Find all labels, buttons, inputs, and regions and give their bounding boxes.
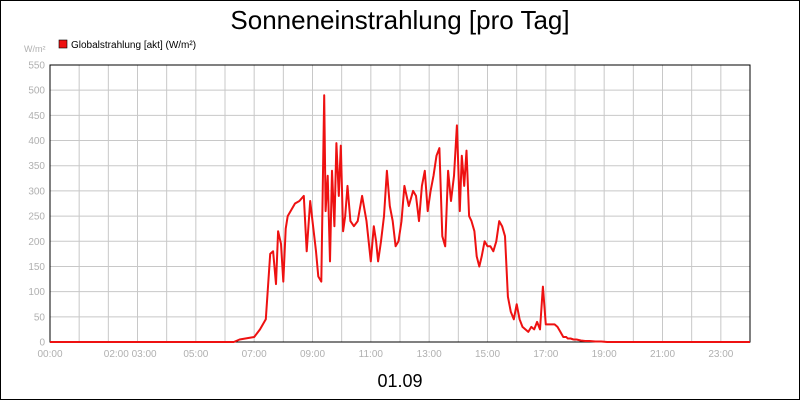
x-tick-label: 21:00: [650, 349, 675, 360]
grid-lines: [50, 64, 750, 343]
x-tick-label: 17:00: [533, 349, 558, 360]
x-tick-label: 23:00: [708, 349, 733, 360]
y-tick-label: 100: [28, 287, 45, 298]
x-tick-label: 15:00: [475, 349, 500, 360]
y-tick-label: 50: [34, 312, 46, 323]
y-tick-label: 200: [28, 237, 45, 248]
chart-title: Sonneneinstrahlung [pro Tag]: [230, 5, 569, 35]
y-tick-label: 150: [28, 262, 45, 273]
y-tick-label: 550: [28, 61, 45, 72]
x-tick-label: 00:00: [37, 349, 62, 360]
legend-label: Globalstrahlung [akt] (W/m²): [71, 40, 196, 51]
x-tick-label: 13:00: [417, 349, 442, 360]
x-tick-label: 19:00: [592, 349, 617, 360]
y-tick-label: 0: [39, 338, 45, 349]
x-tick-label: 05:00: [183, 349, 208, 360]
x-tick-label: 07:00: [242, 349, 267, 360]
x-axis-ticks: 00:00 02:00 03:00 05:00 07:00 09:00 11:00 13:0…: [37, 349, 733, 360]
y-axis-unit-label: W/m²: [24, 44, 46, 54]
y-tick-label: 300: [28, 186, 45, 197]
x-tick-label: 11:00: [359, 349, 384, 360]
x-tick-label: 09:00: [300, 349, 325, 360]
y-tick-label: 450: [28, 111, 45, 122]
y-tick-label: 250: [28, 212, 45, 223]
y-axis-ticks: 0 50 100 150 200 250 300 350 400 450 500 550: [28, 61, 45, 349]
y-tick-label: 500: [28, 86, 45, 97]
x-axis-date-label: 01.09: [377, 371, 422, 391]
legend: Globalstrahlung [akt] (W/m²): [58, 39, 196, 51]
series-line-globalstrahlung: [50, 94, 750, 343]
y-tick-label: 400: [28, 136, 45, 147]
y-tick-label: 350: [28, 161, 45, 172]
x-tick-label: 02:00 03:00: [104, 349, 157, 360]
plot-area-border: [49, 64, 751, 343]
legend-swatch: [58, 39, 68, 49]
